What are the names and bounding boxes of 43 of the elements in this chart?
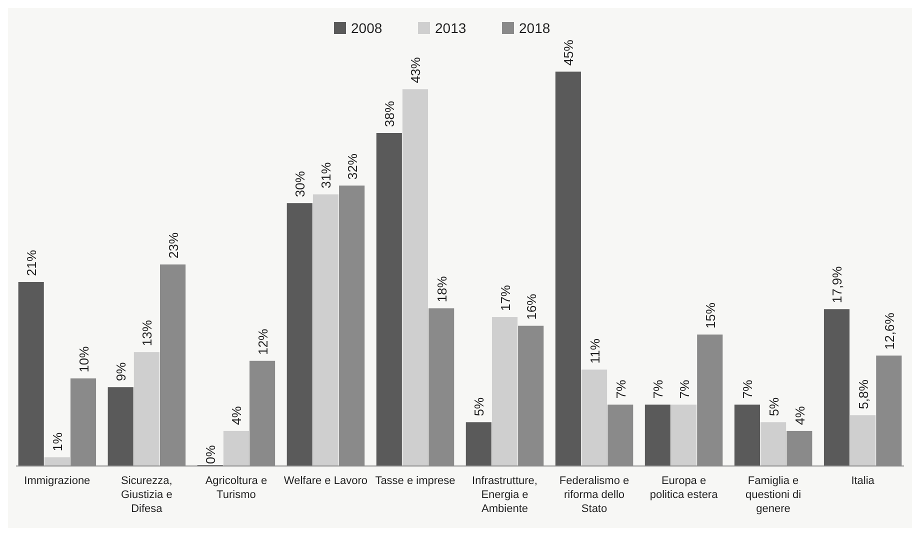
data-label: 7% — [740, 379, 756, 399]
data-label: 5% — [766, 396, 782, 416]
data-label: 5% — [472, 396, 487, 416]
data-label: 17,9% — [830, 266, 845, 304]
legend-label: 2018 — [519, 20, 550, 36]
legend-label: 2008 — [351, 20, 382, 36]
data-label: 17% — [498, 284, 513, 312]
data-label: 10% — [76, 346, 92, 372]
x-tick-label: Infrastrutture, Energia e Ambiente — [472, 475, 538, 515]
data-label: 32% — [344, 153, 360, 180]
data-label: 30% — [292, 170, 308, 198]
data-label: 7% — [613, 379, 628, 399]
data-label: 1% — [50, 432, 66, 452]
data-label: 0% — [203, 444, 218, 464]
data-label: 4% — [792, 406, 808, 425]
data-label: 16% — [524, 293, 539, 320]
data-label: 18% — [434, 276, 450, 302]
data-label: 15% — [702, 302, 718, 329]
x-tick-label: Federalismo e riforma dello Stato — [559, 475, 630, 515]
data-label: 7% — [676, 379, 692, 399]
x-tick-label: Agricoltura e Turismo — [205, 475, 268, 501]
data-label: 13% — [140, 320, 155, 346]
data-label: 4% — [229, 406, 244, 425]
x-tick-label: Europa e politica estera — [650, 475, 719, 501]
x-tick-label: Tasse e imprese — [375, 475, 456, 487]
data-label: 5,8% — [856, 379, 871, 410]
data-label: 45% — [561, 39, 576, 66]
x-tick-label: Immigrazione — [24, 475, 90, 487]
data-label: 21% — [24, 250, 40, 276]
data-label: 43% — [408, 56, 424, 84]
data-label: 12% — [255, 328, 270, 355]
data-label: 7% — [650, 379, 666, 399]
data-label: 38% — [382, 100, 398, 127]
data-label: 9% — [114, 362, 129, 382]
data-label: 12,6% — [882, 312, 897, 350]
x-tick-label: Welfare e Lavoro — [284, 475, 368, 487]
x-tick-label: Sicurezza, Giustizia e Difesa — [121, 475, 172, 515]
data-label: 11% — [587, 338, 602, 364]
x-tick-label: Famiglia e questioni di genere — [745, 475, 802, 515]
data-label: 23% — [166, 232, 181, 258]
x-tick-label: Italia — [851, 475, 876, 487]
data-label: 31% — [318, 162, 334, 188]
legend-label: 2013 — [435, 20, 466, 36]
